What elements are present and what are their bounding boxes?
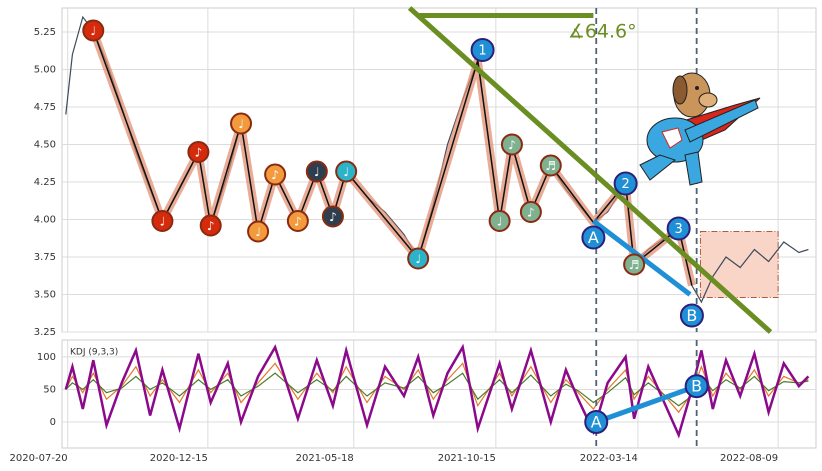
y-tick-label: 50 — [43, 384, 56, 395]
x-tick-label: 2022-08-09 — [720, 453, 778, 464]
x-tick-label: 2021-05-18 — [296, 453, 354, 464]
y-tick-label: 5.25 — [34, 27, 56, 38]
zigzag-marker — [286, 210, 309, 232]
zigzag-marker — [623, 253, 646, 276]
x-tick-label: 2020-07-20 — [10, 453, 68, 464]
marker-symbol: ♩ — [415, 252, 421, 266]
marker-symbol: ♬ — [629, 258, 640, 272]
x-tick-label: 2021-10-15 — [438, 453, 496, 464]
point-label-marker — [470, 38, 495, 62]
zigzag-marker — [539, 154, 562, 177]
point-label: 3 — [675, 222, 683, 237]
point-label: 2 — [621, 177, 629, 192]
highlight-box — [699, 231, 779, 298]
point-label: A — [591, 412, 602, 431]
x-tick-label: 2022-03-14 — [580, 453, 638, 464]
zigzag-marker — [82, 19, 105, 42]
marker-symbol: ♪ — [195, 146, 203, 160]
zigzag-marker — [264, 163, 287, 186]
marker-symbol: ♪ — [508, 138, 516, 152]
marker-symbol: ♩ — [255, 225, 261, 239]
zigzag-marker — [519, 201, 542, 223]
marker-symbol: ♩ — [238, 117, 244, 131]
panel-title: KDJ (9,3,3) — [70, 348, 118, 358]
marker-symbol: ♩ — [314, 165, 320, 179]
marker-symbol: ♪ — [527, 206, 535, 220]
point-label-marker — [666, 216, 691, 241]
marker-symbol: ♬ — [545, 159, 556, 173]
zigzag-marker — [230, 112, 253, 135]
marker-symbol: ♪ — [329, 210, 337, 224]
zigzag-marker — [247, 220, 270, 243]
point-label-marker — [584, 409, 609, 434]
zigzag-marker — [305, 160, 328, 183]
y-tick-label: 3.25 — [34, 327, 56, 338]
zigzag-marker — [500, 133, 523, 156]
zigzag-marker — [199, 214, 222, 237]
zigzag-marker — [335, 160, 358, 183]
mascot — [639, 72, 761, 186]
trend-line — [595, 383, 698, 425]
point-label-marker — [679, 303, 704, 328]
y-tick-label: 4.00 — [34, 215, 56, 226]
point-label: B — [691, 377, 702, 396]
point-label-marker — [684, 374, 709, 399]
y-tick-label: 0 — [50, 417, 56, 428]
marker-symbol: ♩ — [90, 24, 96, 38]
marker-symbol: ♪ — [207, 219, 215, 233]
marker-symbol: ♩ — [497, 215, 503, 229]
y-tick-label: 100 — [37, 352, 56, 363]
zigzag-marker — [407, 247, 430, 270]
y-tick-label: 3.50 — [34, 290, 56, 301]
y-tick-label: 4.50 — [34, 140, 56, 151]
series-line — [64, 343, 810, 439]
zigzag-marker — [187, 141, 210, 163]
x-tick-label: 2020-12-15 — [150, 453, 208, 464]
marker-symbol: ♩ — [343, 165, 349, 179]
zigzag-marker — [321, 205, 344, 228]
marker-symbol: ♪ — [294, 215, 302, 229]
zigzag-marker — [151, 210, 174, 232]
point-label-marker — [613, 171, 638, 196]
y-tick-label: 4.75 — [34, 102, 56, 113]
point-label: A — [588, 228, 599, 247]
y-tick-label: 4.25 — [34, 177, 56, 188]
zigzag-marker — [488, 210, 511, 232]
marker-symbol: ♩ — [160, 215, 166, 229]
y-tick-label: 3.75 — [34, 252, 56, 263]
point-label-marker — [581, 225, 606, 250]
y-tick-label: 5.00 — [34, 65, 56, 76]
angle-annotation: ∡64.6° — [568, 21, 637, 43]
marker-symbol: ♪ — [271, 168, 279, 182]
zigzag-line — [92, 30, 693, 286]
trend-line — [407, 6, 773, 334]
point-label: 1 — [478, 44, 486, 59]
point-label: B — [686, 306, 697, 325]
